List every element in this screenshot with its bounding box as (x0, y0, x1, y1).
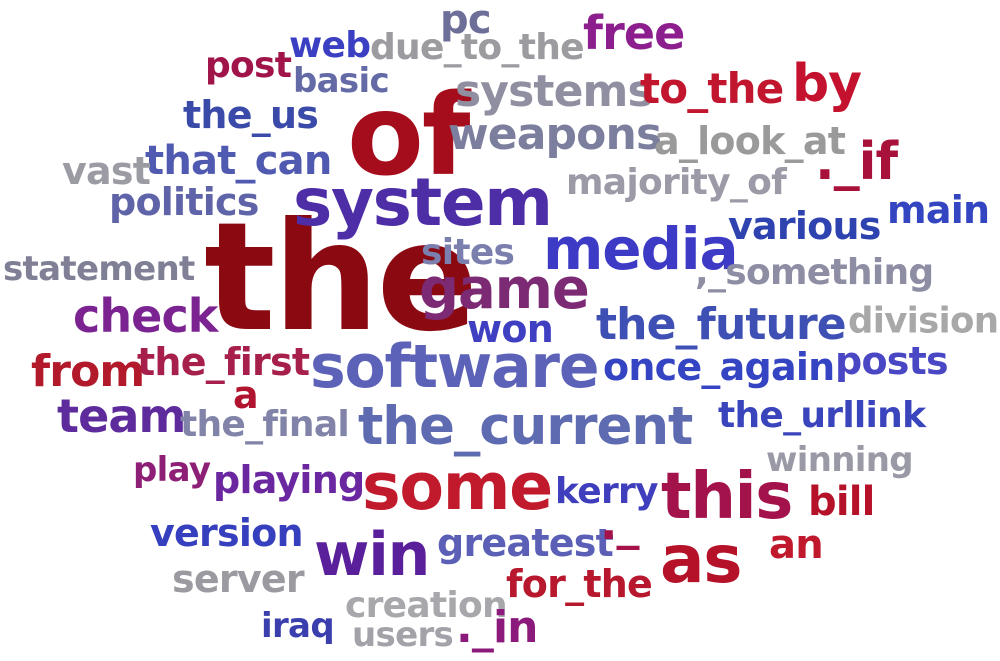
word-statement: statement (3, 249, 195, 289)
word-free: free (583, 6, 685, 60)
word-sites: sites (421, 232, 515, 273)
word-the-future: the_future (596, 299, 847, 350)
word-dot-in: ._in (456, 602, 538, 653)
word-server: server (172, 557, 305, 601)
word-the-first: the_first (137, 340, 310, 384)
word-version: version (150, 511, 304, 555)
word-media: media (543, 215, 739, 283)
word-vast: vast (62, 149, 151, 193)
word-dot-if: ._if (815, 132, 898, 192)
word-basic: basic (293, 61, 390, 101)
word-play: play (133, 450, 211, 490)
word-a-look-at: a_look_at (654, 119, 846, 163)
word-politics: politics (109, 180, 259, 224)
word-majority-of: majority_of (566, 162, 787, 203)
word-that-can: that_can (145, 138, 332, 184)
word-the-final: the_final (180, 404, 350, 445)
word-an: an (769, 522, 824, 568)
word-win: win (314, 520, 430, 590)
word-post: post (205, 45, 292, 86)
word-for-the: for_the (506, 562, 653, 606)
word-comma-something: ,_something (695, 252, 934, 293)
word-playing: playing (213, 458, 365, 502)
word-won: won (467, 307, 554, 351)
word-posts: posts (835, 339, 949, 383)
word-dot-underscore: ._ (600, 496, 640, 550)
word-the-current: the_current (358, 396, 693, 457)
word-creation: creation (345, 585, 508, 626)
word-main: main (887, 188, 990, 232)
word-pc: pc (440, 0, 492, 43)
word-once-again: once_again (603, 345, 835, 389)
word-various: various (728, 204, 881, 248)
word-winning: winning (766, 440, 914, 480)
word-due-to-the: due_to_the (370, 27, 585, 68)
word-team: team (57, 389, 186, 443)
word-weapons: weapons (448, 109, 662, 160)
word-the: the (204, 191, 478, 365)
word-the-urllink: the_urllink (718, 395, 926, 436)
word-iraq: iraq (261, 606, 335, 646)
word-division: division (848, 301, 999, 342)
word-to-the: to_the (640, 64, 784, 113)
word-systems: systems (455, 66, 654, 117)
word-from: from (31, 346, 145, 397)
word-a: a (233, 373, 259, 417)
word-check: check (73, 289, 218, 343)
word-by: by (792, 54, 862, 114)
word-of: of (347, 71, 470, 201)
word-some: some (362, 450, 553, 525)
word-the-us: the_us (183, 93, 319, 137)
word-kerry: kerry (555, 471, 658, 512)
word-users: users (352, 615, 454, 655)
word-software: software (310, 332, 600, 402)
word-greatest: greatest (437, 521, 614, 565)
word-bill: bill (808, 479, 875, 525)
word-this: this (661, 460, 793, 534)
word-game: game (419, 257, 590, 322)
word-system: system (293, 164, 553, 241)
word-as: as (660, 521, 743, 598)
word-web: web (289, 25, 371, 66)
